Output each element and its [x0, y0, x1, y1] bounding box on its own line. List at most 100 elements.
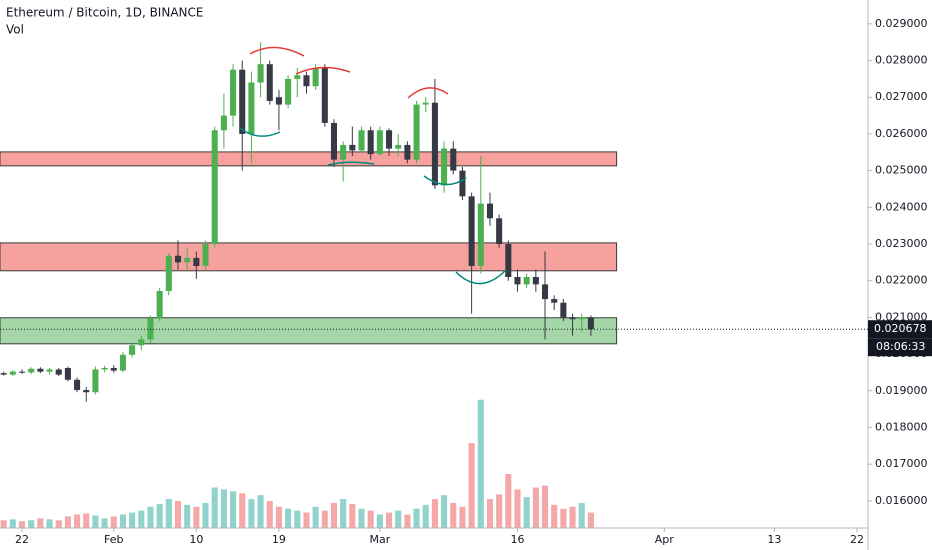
last-price-label: 0.020678 — [874, 322, 927, 335]
volume-bar — [578, 502, 585, 528]
volume-bar — [459, 506, 466, 528]
volume-bar — [83, 513, 90, 528]
candle-body — [193, 257, 200, 267]
drawing-arc — [455, 269, 507, 285]
candle-body — [330, 122, 338, 160]
volume-bar — [0, 520, 7, 528]
volume-bar — [92, 515, 99, 528]
volume-bar — [285, 508, 292, 528]
volume-bar — [312, 506, 319, 528]
volume-bar — [248, 499, 255, 528]
candle-body — [376, 130, 383, 155]
y-tick-label: 0.022000 — [875, 274, 928, 287]
candle-body — [239, 69, 246, 134]
volume-bar — [441, 495, 448, 528]
y-tick-label: 0.025000 — [875, 164, 928, 177]
candle-body — [422, 102, 429, 105]
candle-body — [340, 144, 347, 160]
candle-body — [174, 255, 182, 263]
candle-body — [46, 369, 53, 372]
candle-body — [294, 75, 301, 79]
volume-bar — [101, 518, 108, 528]
candle-body — [230, 69, 237, 116]
volume-bar — [230, 491, 237, 528]
y-tick-label: 0.019000 — [875, 384, 928, 397]
drawing-arc — [249, 46, 305, 57]
volume-bar — [64, 516, 71, 528]
candle-body — [312, 67, 319, 87]
volume-bar — [468, 443, 475, 528]
volume-bar — [303, 512, 310, 528]
candle-body — [477, 203, 484, 267]
candle-body — [551, 299, 558, 303]
candle-body — [303, 75, 310, 87]
volume-bar — [18, 521, 26, 528]
y-tick-label: 0.028000 — [875, 54, 928, 67]
volume-bar — [74, 514, 81, 528]
candle-body — [560, 302, 567, 318]
candle-body — [523, 277, 530, 285]
volume-bar — [569, 506, 576, 528]
candle-body — [541, 284, 549, 300]
x-tick-label: 10 — [189, 533, 203, 546]
volume-bar — [450, 502, 457, 528]
y-tick-label: 0.018000 — [875, 420, 928, 433]
candle-body — [37, 368, 44, 372]
volume-bar — [349, 503, 356, 528]
candle-body — [578, 317, 585, 320]
candle-body — [83, 390, 90, 393]
candle-body — [275, 97, 282, 105]
x-tick-label: Feb — [104, 533, 123, 546]
candle-body — [129, 345, 136, 355]
volume-bar — [477, 399, 484, 528]
volume-bar — [46, 519, 53, 528]
countdown-box — [868, 338, 932, 357]
volume-bar — [220, 489, 227, 528]
candle-body — [505, 244, 512, 278]
candle-body — [349, 144, 356, 151]
volume-bar — [239, 493, 246, 528]
last-price-box — [868, 320, 932, 339]
volume-bar — [431, 499, 438, 528]
candle-body — [92, 369, 99, 393]
volume-label: Vol — [6, 23, 24, 37]
drawing-arc — [239, 127, 281, 137]
volume-bar — [587, 512, 594, 528]
candle-body — [119, 354, 126, 371]
volume-bar — [129, 512, 136, 528]
drawing-arc — [327, 161, 375, 166]
candle-body — [486, 203, 493, 219]
candle-body — [64, 368, 71, 380]
volume-bar — [496, 494, 503, 528]
volume-bar — [422, 504, 429, 528]
volume-bar — [147, 506, 154, 528]
candle-body — [496, 218, 503, 245]
y-tick-label: 0.029000 — [875, 17, 928, 30]
volume-bar — [257, 495, 264, 528]
drawing-arc — [423, 175, 467, 186]
volume-bar — [266, 501, 273, 528]
volume-bar — [321, 510, 328, 528]
volume-bar — [275, 506, 282, 528]
candle-body — [514, 277, 521, 285]
y-tick-label: 0.023000 — [875, 237, 928, 250]
y-tick-label: 0.017000 — [875, 457, 928, 470]
candle-body — [450, 148, 457, 171]
volume-bar — [514, 489, 521, 528]
x-tick-label: Apr — [655, 533, 675, 546]
volume-bar — [523, 497, 530, 528]
candle-body — [441, 148, 448, 186]
volume-bar — [165, 499, 172, 528]
x-tick-label: 22 — [15, 533, 29, 546]
volume-bar — [404, 514, 411, 528]
candle-body — [101, 368, 108, 370]
candle-body — [110, 368, 117, 371]
drawing-arc — [295, 66, 351, 75]
candle-body — [0, 373, 7, 375]
candle-body — [202, 244, 209, 267]
candle-body — [468, 196, 475, 267]
candle-body — [55, 369, 62, 375]
x-tick-label: 13 — [767, 533, 781, 546]
candle-body — [367, 130, 374, 155]
